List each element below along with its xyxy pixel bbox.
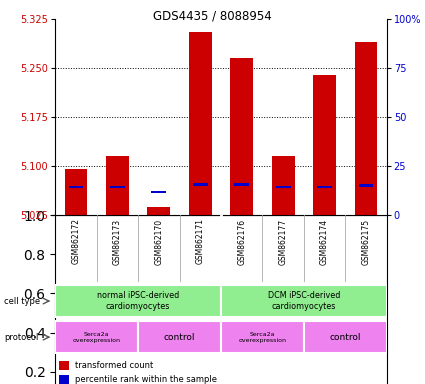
Text: transformed count: transformed count [75,361,153,370]
Bar [221,321,304,353]
Bar [221,285,387,317]
Bar [304,321,387,353]
Bar [110,186,125,188]
Bar [55,321,138,353]
Text: GSM862173: GSM862173 [113,218,122,265]
Bar [193,183,208,186]
Text: GSM862171: GSM862171 [196,218,205,265]
Bar [138,321,221,353]
Bar [151,191,166,194]
Bar [234,183,249,186]
Bar [147,207,170,215]
Text: GSM862170: GSM862170 [154,218,163,265]
Bar [230,58,253,215]
Text: Serca2a
overexpression: Serca2a overexpression [238,331,286,343]
Text: GSM862176: GSM862176 [237,218,246,265]
Text: protocol: protocol [4,333,39,342]
Text: DCM iPSC-derived
cardiomyocytes: DCM iPSC-derived cardiomyocytes [268,291,340,311]
Bar [59,361,68,370]
Text: GDS4435 / 8088954: GDS4435 / 8088954 [153,10,272,23]
Text: control: control [329,333,361,342]
Bar [55,285,221,317]
Text: GSM862175: GSM862175 [362,218,371,265]
Bar [317,186,332,188]
Bar [359,184,374,187]
Bar [65,169,88,215]
Bar [68,186,83,188]
Bar [189,32,212,215]
Text: GSM862177: GSM862177 [279,218,288,265]
Text: GSM862172: GSM862172 [71,218,80,265]
Text: Serca2a
overexpression: Serca2a overexpression [73,331,121,343]
Text: percentile rank within the sample: percentile rank within the sample [75,375,217,384]
Bar [59,375,68,384]
Bar [313,75,336,215]
Bar [106,156,129,215]
Text: cell type: cell type [4,296,40,306]
Bar [272,156,295,215]
Text: GSM862174: GSM862174 [320,218,329,265]
Bar [354,42,377,215]
Text: control: control [164,333,196,342]
Bar [276,186,291,188]
Text: normal iPSC-derived
cardiomyocytes: normal iPSC-derived cardiomyocytes [97,291,179,311]
